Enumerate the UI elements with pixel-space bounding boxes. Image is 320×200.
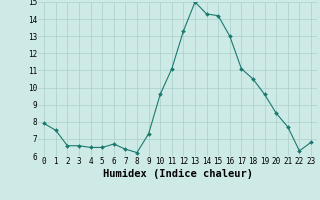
X-axis label: Humidex (Indice chaleur): Humidex (Indice chaleur)	[103, 169, 252, 179]
